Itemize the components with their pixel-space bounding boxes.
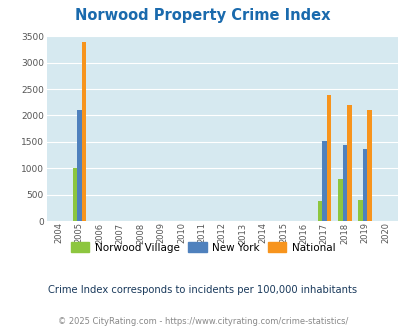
Bar	[77, 110, 81, 221]
Text: © 2025 CityRating.com - https://www.cityrating.com/crime-statistics/: © 2025 CityRating.com - https://www.city…	[58, 317, 347, 326]
Bar	[346, 105, 351, 221]
Legend: Norwood Village, New York, National: Norwood Village, New York, National	[66, 238, 339, 257]
Bar	[342, 145, 346, 221]
Bar	[367, 110, 371, 221]
Bar	[326, 95, 330, 221]
Text: Crime Index corresponds to incidents per 100,000 inhabitants: Crime Index corresponds to incidents per…	[48, 285, 357, 295]
Bar	[72, 168, 77, 221]
Bar	[362, 149, 367, 221]
Bar	[317, 201, 321, 221]
Bar	[358, 200, 362, 221]
Bar	[81, 42, 86, 221]
Bar	[337, 180, 342, 221]
Text: Norwood Property Crime Index: Norwood Property Crime Index	[75, 8, 330, 23]
Bar	[321, 141, 326, 221]
